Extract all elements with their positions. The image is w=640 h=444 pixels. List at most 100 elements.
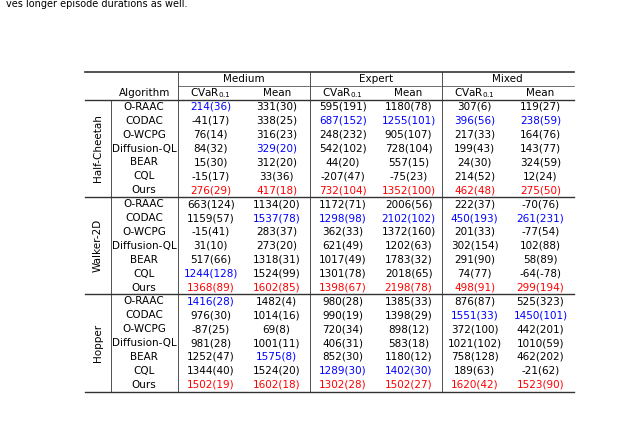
Text: 338(25): 338(25) bbox=[256, 116, 297, 126]
Text: CQL: CQL bbox=[134, 269, 155, 278]
Text: 199(43): 199(43) bbox=[454, 143, 495, 154]
Text: 2198(78): 2198(78) bbox=[385, 282, 433, 293]
Text: 1602(85): 1602(85) bbox=[253, 282, 300, 293]
Text: CVaR$_{0.1}$: CVaR$_{0.1}$ bbox=[454, 86, 495, 100]
Text: 273(20): 273(20) bbox=[256, 241, 297, 251]
Text: 31(10): 31(10) bbox=[193, 241, 228, 251]
Text: 1482(4): 1482(4) bbox=[256, 297, 297, 306]
Text: -70(76): -70(76) bbox=[522, 199, 559, 209]
Text: 1602(18): 1602(18) bbox=[253, 380, 300, 390]
Text: 2006(56): 2006(56) bbox=[385, 199, 433, 209]
Text: 329(20): 329(20) bbox=[256, 143, 297, 154]
Text: 302(154): 302(154) bbox=[451, 241, 499, 251]
Text: 1180(12): 1180(12) bbox=[385, 352, 433, 362]
Text: 1502(19): 1502(19) bbox=[187, 380, 234, 390]
Text: 2102(102): 2102(102) bbox=[381, 213, 436, 223]
Text: Ours: Ours bbox=[132, 282, 157, 293]
Text: 324(59): 324(59) bbox=[520, 158, 561, 167]
Text: 583(18): 583(18) bbox=[388, 338, 429, 348]
Text: 728(104): 728(104) bbox=[385, 143, 433, 154]
Text: 1159(57): 1159(57) bbox=[187, 213, 235, 223]
Text: CQL: CQL bbox=[134, 366, 155, 376]
Text: 33(36): 33(36) bbox=[259, 171, 294, 181]
Text: 1014(16): 1014(16) bbox=[253, 310, 300, 320]
Text: CODAC: CODAC bbox=[125, 310, 163, 320]
Text: 442(201): 442(201) bbox=[516, 324, 564, 334]
Text: CODAC: CODAC bbox=[125, 116, 163, 126]
Text: 981(28): 981(28) bbox=[190, 338, 231, 348]
Text: 1344(40): 1344(40) bbox=[187, 366, 234, 376]
Text: 1289(30): 1289(30) bbox=[319, 366, 367, 376]
Text: O-WCPG: O-WCPG bbox=[122, 324, 166, 334]
Text: 214(36): 214(36) bbox=[190, 102, 231, 112]
Text: 217(33): 217(33) bbox=[454, 130, 495, 139]
Text: 1385(33): 1385(33) bbox=[385, 297, 433, 306]
Text: 1001(11): 1001(11) bbox=[253, 338, 300, 348]
Text: 1620(42): 1620(42) bbox=[451, 380, 499, 390]
Text: -77(54): -77(54) bbox=[522, 227, 559, 237]
Text: 276(29): 276(29) bbox=[190, 185, 231, 195]
Text: 307(6): 307(6) bbox=[458, 102, 492, 112]
Text: BEAR: BEAR bbox=[131, 352, 158, 362]
Text: 1172(71): 1172(71) bbox=[319, 199, 367, 209]
Text: 76(14): 76(14) bbox=[193, 130, 228, 139]
Text: 1524(99): 1524(99) bbox=[253, 269, 301, 278]
Text: -207(47): -207(47) bbox=[320, 171, 365, 181]
Text: 542(102): 542(102) bbox=[319, 143, 367, 154]
Text: 58(89): 58(89) bbox=[524, 255, 558, 265]
Text: 1352(100): 1352(100) bbox=[381, 185, 436, 195]
Text: 1298(98): 1298(98) bbox=[319, 213, 367, 223]
Text: O-RAAC: O-RAAC bbox=[124, 297, 164, 306]
Text: 1368(89): 1368(89) bbox=[187, 282, 235, 293]
Text: 1502(27): 1502(27) bbox=[385, 380, 433, 390]
Text: CVaR$_{0.1}$: CVaR$_{0.1}$ bbox=[190, 86, 231, 100]
Text: 720(34): 720(34) bbox=[322, 324, 363, 334]
Text: 362(33): 362(33) bbox=[322, 227, 363, 237]
Text: BEAR: BEAR bbox=[131, 158, 158, 167]
Text: 1318(31): 1318(31) bbox=[253, 255, 301, 265]
Text: Ours: Ours bbox=[132, 380, 157, 390]
Text: 283(37): 283(37) bbox=[256, 227, 297, 237]
Text: Mixed: Mixed bbox=[492, 74, 523, 84]
Text: 990(19): 990(19) bbox=[322, 310, 363, 320]
Text: 201(33): 201(33) bbox=[454, 227, 495, 237]
Text: 143(77): 143(77) bbox=[520, 143, 561, 154]
Text: 498(91): 498(91) bbox=[454, 282, 495, 293]
Text: Expert: Expert bbox=[358, 74, 393, 84]
Text: 1252(47): 1252(47) bbox=[187, 352, 235, 362]
Text: 12(24): 12(24) bbox=[524, 171, 558, 181]
Text: 44(20): 44(20) bbox=[326, 158, 360, 167]
Text: 525(323): 525(323) bbox=[516, 297, 564, 306]
Text: 406(31): 406(31) bbox=[322, 338, 363, 348]
Text: 396(56): 396(56) bbox=[454, 116, 495, 126]
Text: 69(8): 69(8) bbox=[263, 324, 291, 334]
Text: Diffusion-QL: Diffusion-QL bbox=[112, 143, 177, 154]
Text: 595(191): 595(191) bbox=[319, 102, 367, 112]
Text: 1398(67): 1398(67) bbox=[319, 282, 367, 293]
Text: 24(30): 24(30) bbox=[458, 158, 492, 167]
Text: 663(124): 663(124) bbox=[187, 199, 235, 209]
Text: 621(49): 621(49) bbox=[322, 241, 363, 251]
Text: 74(77): 74(77) bbox=[458, 269, 492, 278]
Text: Half-Cheetah: Half-Cheetah bbox=[93, 115, 103, 182]
Text: ves longer episode durations as well.: ves longer episode durations as well. bbox=[6, 0, 188, 9]
Text: O-WCPG: O-WCPG bbox=[122, 227, 166, 237]
Text: 1134(20): 1134(20) bbox=[253, 199, 300, 209]
Text: 732(104): 732(104) bbox=[319, 185, 367, 195]
Text: 1021(102): 1021(102) bbox=[447, 338, 502, 348]
Text: 1523(90): 1523(90) bbox=[516, 380, 564, 390]
Text: 1537(78): 1537(78) bbox=[253, 213, 301, 223]
Text: 758(128): 758(128) bbox=[451, 352, 499, 362]
Text: 2018(65): 2018(65) bbox=[385, 269, 433, 278]
Text: CODAC: CODAC bbox=[125, 213, 163, 223]
Text: 222(37): 222(37) bbox=[454, 199, 495, 209]
Text: Mean: Mean bbox=[262, 88, 291, 98]
Text: 1244(128): 1244(128) bbox=[184, 269, 238, 278]
Text: 1180(78): 1180(78) bbox=[385, 102, 433, 112]
Text: 1372(160): 1372(160) bbox=[381, 227, 436, 237]
Text: 980(28): 980(28) bbox=[322, 297, 363, 306]
Text: 214(52): 214(52) bbox=[454, 171, 495, 181]
Text: 450(193): 450(193) bbox=[451, 213, 499, 223]
Text: 417(18): 417(18) bbox=[256, 185, 297, 195]
Text: O-WCPG: O-WCPG bbox=[122, 130, 166, 139]
